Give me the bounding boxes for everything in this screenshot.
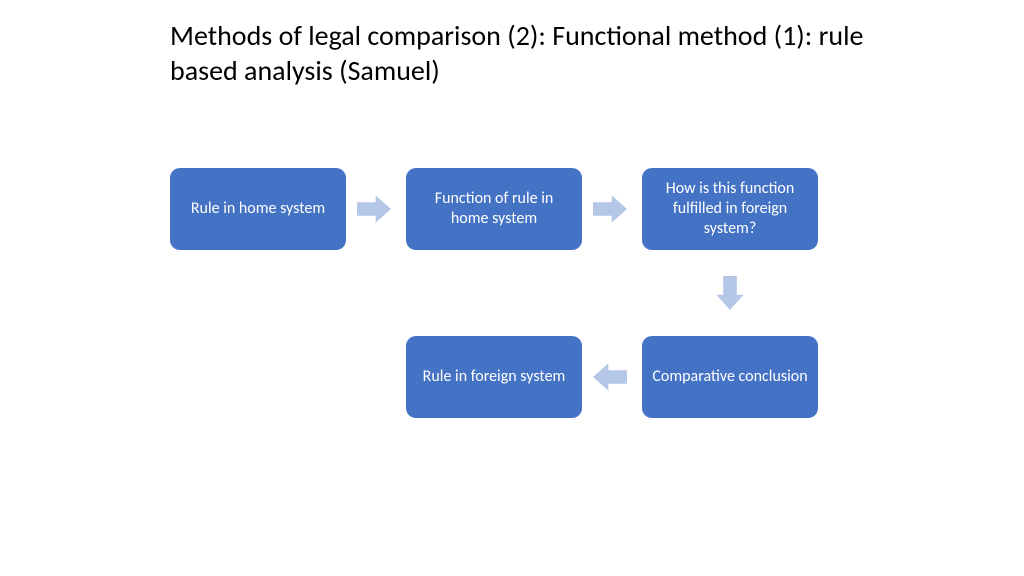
flow-node-n2: Function of rule in home system (406, 168, 582, 250)
page-title: Methods of legal comparison (2): Functio… (170, 18, 870, 88)
flow-arrow-n3-n4 (713, 276, 747, 310)
flow-arrow-n2-n3 (593, 192, 627, 226)
flow-node-n1: Rule in home system (170, 168, 346, 250)
flow-arrow-n1-n2 (357, 192, 391, 226)
flow-node-n4: Comparative conclusion (642, 336, 818, 418)
flow-arrow-n4-n5 (593, 360, 627, 394)
flow-node-n5: Rule in foreign system (406, 336, 582, 418)
flow-node-n3: How is this function fulfilled in foreig… (642, 168, 818, 250)
